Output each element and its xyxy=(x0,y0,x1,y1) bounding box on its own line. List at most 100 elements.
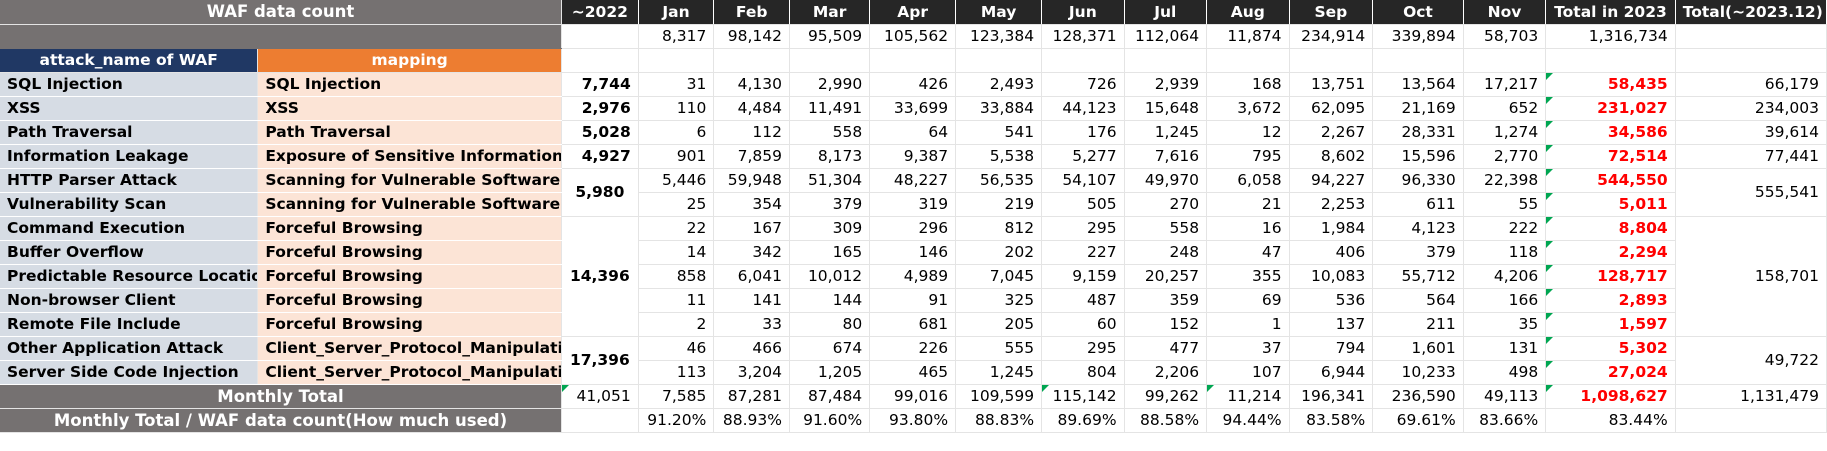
month-value: 141 xyxy=(713,288,790,313)
monthly-total-value: 236,590 xyxy=(1372,384,1464,409)
month-value: 295 xyxy=(1041,216,1125,241)
cell xyxy=(561,24,639,49)
total-2023: 58,435 xyxy=(1545,72,1676,97)
total-2023: 72,514 xyxy=(1545,144,1676,169)
mapping-name: Forceful Browsing xyxy=(257,312,562,337)
month-value: 47 xyxy=(1206,240,1290,265)
month-value: 4,206 xyxy=(1463,264,1547,289)
cell xyxy=(869,48,957,73)
monthly-total-value: 115,142 xyxy=(1041,384,1125,409)
monthly-total-value: 87,281 xyxy=(713,384,790,409)
table-row: Information Leakage Exposure of Sensitive… xyxy=(0,144,1827,169)
value-2022: 17,396 xyxy=(561,336,639,385)
table-row: Server Side Code Injection Client_Server_… xyxy=(0,360,1827,385)
col-header: Mar xyxy=(789,0,871,25)
month-value: 31 xyxy=(638,72,715,97)
waf-count-value: 112,064 xyxy=(1124,24,1208,49)
table-row: Path Traversal Path Traversal 5,028 6 112 558… xyxy=(0,120,1827,145)
month-value: 9,387 xyxy=(869,144,957,169)
month-value: 44,123 xyxy=(1041,96,1125,121)
month-value: 55,712 xyxy=(1372,264,1464,289)
col-header: Jun xyxy=(1041,0,1125,25)
table-row: HTTP Parser Attack Scanning for Vulnerabl… xyxy=(0,168,1827,217)
cell xyxy=(561,408,639,433)
month-value: 681 xyxy=(869,312,957,337)
month-value: 296 xyxy=(869,216,957,241)
ratio-total-2023: 83.44% xyxy=(1545,408,1676,433)
month-value: 1,601 xyxy=(1372,336,1464,361)
month-value: 12 xyxy=(1206,120,1290,145)
month-value: 21,169 xyxy=(1372,96,1464,121)
ratio-value: 88.83% xyxy=(955,408,1043,433)
monthly-total-value: 196,341 xyxy=(1289,384,1374,409)
cell xyxy=(1675,48,1827,73)
month-value: 33,699 xyxy=(869,96,957,121)
month-value: 858 xyxy=(638,264,715,289)
cell xyxy=(1675,408,1827,433)
month-value: 107 xyxy=(1206,360,1290,385)
monthly-total-row: Monthly Total 41,051 7,585 87,281 87,484… xyxy=(0,384,1827,409)
month-value: 152 xyxy=(1124,312,1208,337)
total-2023: 5,302 xyxy=(1545,336,1676,361)
month-value: 22,398 xyxy=(1463,168,1547,193)
ratio-value: 83.58% xyxy=(1289,408,1374,433)
month-value: 5,277 xyxy=(1041,144,1125,169)
cell xyxy=(1124,48,1208,73)
waf-count-value: 234,914 xyxy=(1289,24,1374,49)
month-value: 505 xyxy=(1041,192,1125,217)
month-value: 487 xyxy=(1041,288,1125,313)
value-2022: 4,927 xyxy=(561,144,639,169)
waf-table: WAF data count ~2022 Jan Feb Mar Apr May… xyxy=(0,0,1827,433)
waf-count-value: 123,384 xyxy=(955,24,1043,49)
col-header: Total(~2023.12) xyxy=(1675,0,1827,25)
col-header: Feb xyxy=(713,0,790,25)
month-value: 20,257 xyxy=(1124,264,1208,289)
attack-name: Information Leakage xyxy=(0,144,259,169)
col-header: Total in 2023 xyxy=(1545,0,1676,25)
month-value: 564 xyxy=(1372,288,1464,313)
mapping-name: SQL Injection xyxy=(257,72,562,97)
month-value: 6,944 xyxy=(1289,360,1374,385)
mapping-name: Scanning for Vulnerable Software xyxy=(257,192,562,217)
waf-count-value: 58,703 xyxy=(1463,24,1547,49)
waf-count-value: 8,317 xyxy=(638,24,715,49)
ratio-value: 93.80% xyxy=(869,408,957,433)
cell xyxy=(789,48,871,73)
month-value: 91 xyxy=(869,288,957,313)
waf-count-value: 95,509 xyxy=(789,24,871,49)
mapping-name: Forceful Browsing xyxy=(257,264,562,289)
cell xyxy=(638,48,715,73)
attack-name: Command Execution xyxy=(0,216,259,241)
month-value: 4,989 xyxy=(869,264,957,289)
month-value: 222 xyxy=(1463,216,1547,241)
month-value: 1,984 xyxy=(1289,216,1374,241)
month-value: 498 xyxy=(1463,360,1547,385)
monthly-total-2022: 41,051 xyxy=(561,384,639,409)
month-value: 674 xyxy=(789,336,871,361)
attack-name: HTTP Parser Attack xyxy=(0,168,259,193)
month-value: 51,304 xyxy=(789,168,871,193)
month-value: 3,672 xyxy=(1206,96,1290,121)
table-row: Command Execution Forceful Browsing 14,396… xyxy=(0,216,1827,337)
month-value: 33,884 xyxy=(955,96,1043,121)
month-value: 211 xyxy=(1372,312,1464,337)
month-value: 10,083 xyxy=(1289,264,1374,289)
month-value: 309 xyxy=(789,216,871,241)
month-value: 118 xyxy=(1463,240,1547,265)
month-value: 146 xyxy=(869,240,957,265)
month-value: 15,648 xyxy=(1124,96,1208,121)
monthly-total-2023: 1,098,627 xyxy=(1545,384,1676,409)
month-value: 379 xyxy=(789,192,871,217)
month-value: 1,245 xyxy=(955,360,1043,385)
attack-name-header: attack_name of WAF xyxy=(0,48,259,73)
month-value: 652 xyxy=(1463,96,1547,121)
value-2022: 5,028 xyxy=(561,120,639,145)
attack-name: Other Application Attack xyxy=(0,336,259,361)
month-value: 1 xyxy=(1206,312,1290,337)
total-2023: 1,597 xyxy=(1545,312,1676,337)
data-rows: SQL Injection SQL Injection 7,744 31 4,130 2,… xyxy=(0,72,1827,385)
month-value: 477 xyxy=(1124,336,1208,361)
month-value: 6,041 xyxy=(713,264,790,289)
month-value: 2 xyxy=(638,312,715,337)
monthly-total-label: Monthly Total xyxy=(0,384,562,409)
